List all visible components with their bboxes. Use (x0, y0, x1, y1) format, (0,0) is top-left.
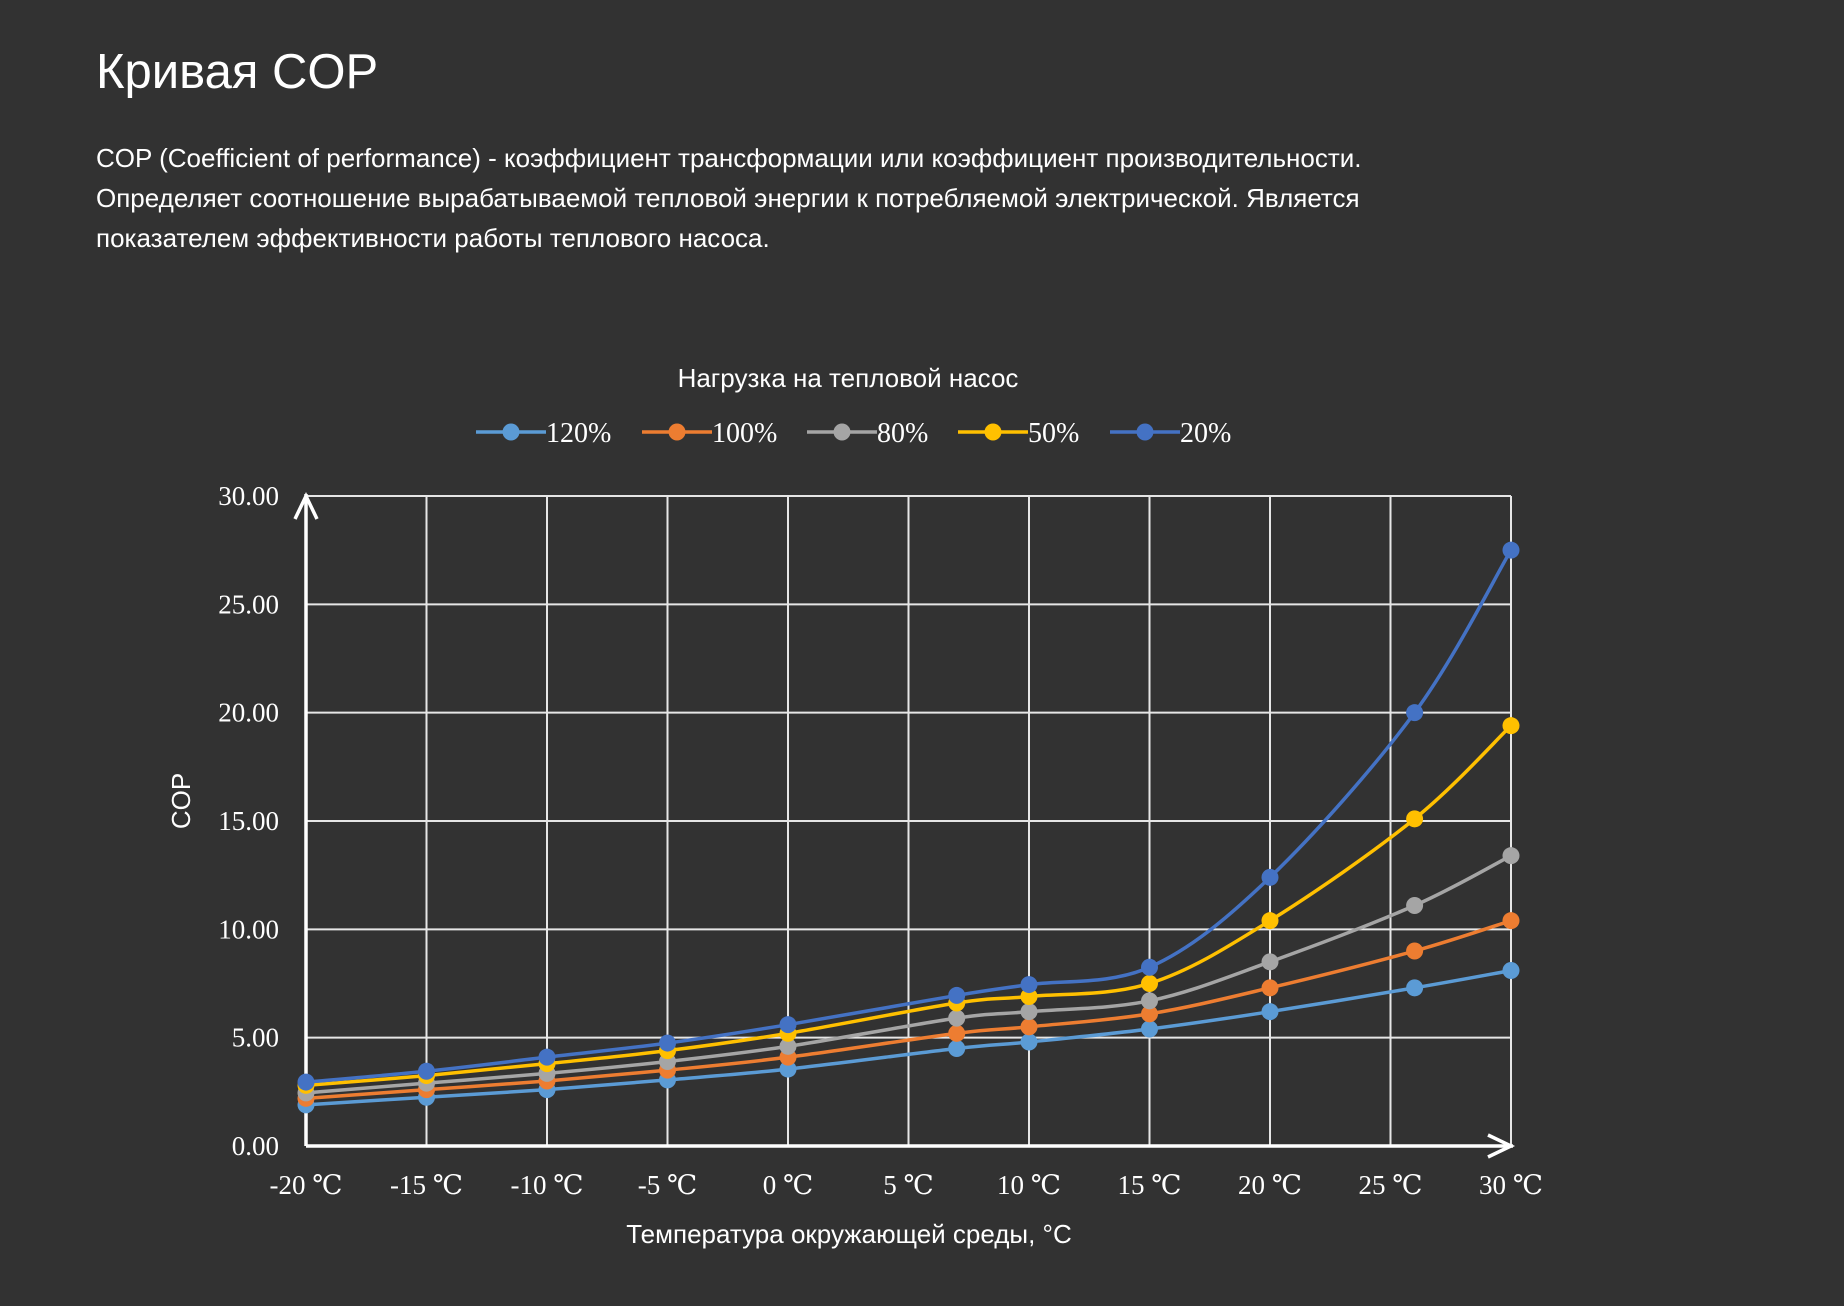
legend: 120% 100% 80% 50% 20% (476, 418, 1231, 449)
data-point (1020, 988, 1038, 1005)
data-point (948, 986, 966, 1004)
x-tick-label: -5 ℃ (638, 1170, 697, 1200)
y-axis-title: COP (166, 773, 196, 829)
tick-labels: 0.00 5.00 10.00 15.00 20.00 25.00 30.00 -20 ℃ -1… (218, 481, 1543, 1200)
legend-item: 100% (642, 418, 777, 449)
data-point (1020, 1033, 1038, 1051)
legend-label: 50% (1028, 418, 1079, 449)
description-line: показателем эффективности работы теплово… (96, 223, 770, 253)
x-axis-title: Температура окружающей среды, °C (626, 1219, 1071, 1249)
legend-item: 80% (807, 418, 928, 449)
description-line: Определяет соотношение вырабатываемой те… (96, 183, 1360, 213)
data-point (1020, 976, 1038, 994)
data-point (1141, 958, 1158, 976)
data-point (1502, 912, 1520, 930)
data-point (538, 1048, 556, 1066)
legend-marker (1136, 423, 1154, 441)
y-tick-label: 25.00 (218, 589, 279, 619)
data-point (1261, 979, 1279, 997)
y-tick-label: 20.00 (218, 698, 279, 728)
x-tick-label: 0 ℃ (763, 1170, 813, 1200)
series-20% (297, 541, 1520, 1091)
x-tick-label: 15 ℃ (1118, 1170, 1182, 1200)
legend-label: 20% (1180, 418, 1231, 449)
data-point (1020, 1003, 1038, 1021)
data-point (1261, 912, 1279, 930)
legend-item: 20% (1110, 418, 1231, 449)
y-tick-label: 0.00 (232, 1131, 279, 1161)
legend-marker (833, 423, 851, 441)
legend-marker (502, 423, 520, 441)
data-point (948, 1040, 966, 1057)
data-point (1502, 962, 1520, 979)
data-point (1141, 1005, 1158, 1023)
legend-label: 100% (712, 418, 777, 449)
x-tick-label: -20 ℃ (270, 1170, 343, 1200)
data-point (1141, 975, 1158, 992)
legend-item: 50% (958, 418, 1079, 449)
page-description: COP (Coefficient of performance) - коэфф… (96, 138, 1536, 258)
data-point (1502, 847, 1520, 865)
description-line: COP (Coefficient of performance) - коэфф… (96, 143, 1362, 173)
cop-chart: 0.00 5.00 10.00 15.00 20.00 25.00 30.00 -20 ℃ -1… (166, 363, 1543, 1249)
data-point (1502, 541, 1520, 559)
data-point (1141, 992, 1158, 1010)
x-tick-label: -15 ℃ (390, 1170, 463, 1200)
data-point (779, 1016, 797, 1034)
data-point (1406, 704, 1424, 722)
legend-marker (984, 423, 1002, 441)
x-tick-label: -10 ℃ (511, 1170, 584, 1200)
data-point (297, 1073, 315, 1091)
grid (305, 495, 1512, 1147)
x-tick-label: 30 ℃ (1479, 1170, 1543, 1200)
data-point (1406, 942, 1424, 960)
page-title: Кривая COP (96, 45, 379, 99)
data-point (418, 1062, 435, 1080)
y-tick-label: 30.00 (218, 481, 279, 511)
legend-item: 120% (476, 418, 611, 449)
chart-title: Нагрузка на тепловой насос (678, 363, 1019, 393)
axes (293, 491, 1516, 1159)
data-point (1020, 1018, 1038, 1036)
data-point (779, 1060, 797, 1078)
data-point (948, 1009, 966, 1027)
x-tick-label: 25 ℃ (1359, 1170, 1423, 1200)
y-tick-label: 15.00 (218, 806, 279, 836)
legend-label: 120% (546, 418, 611, 449)
data-point (1406, 979, 1424, 997)
y-tick-label: 5.00 (232, 1023, 279, 1053)
data-point (1141, 1020, 1158, 1038)
data-point (779, 1037, 797, 1055)
data-point (948, 1024, 966, 1042)
series-group (297, 541, 1520, 1114)
data-point (1261, 1003, 1279, 1021)
legend-label: 80% (877, 418, 928, 449)
data-point (659, 1034, 676, 1052)
x-tick-label: 5 ℃ (883, 1170, 933, 1200)
x-tick-label: 10 ℃ (997, 1170, 1061, 1200)
y-axis-arrow-icon (293, 491, 319, 520)
data-point (1406, 810, 1424, 828)
y-tick-label: 10.00 (218, 914, 279, 944)
legend-marker (668, 423, 686, 441)
data-point (1406, 897, 1424, 914)
x-tick-label: 20 ℃ (1238, 1170, 1302, 1200)
data-point (1261, 868, 1279, 886)
x-axis-arrow-icon (1487, 1133, 1516, 1159)
data-point (1502, 717, 1520, 735)
data-point (1261, 953, 1279, 971)
